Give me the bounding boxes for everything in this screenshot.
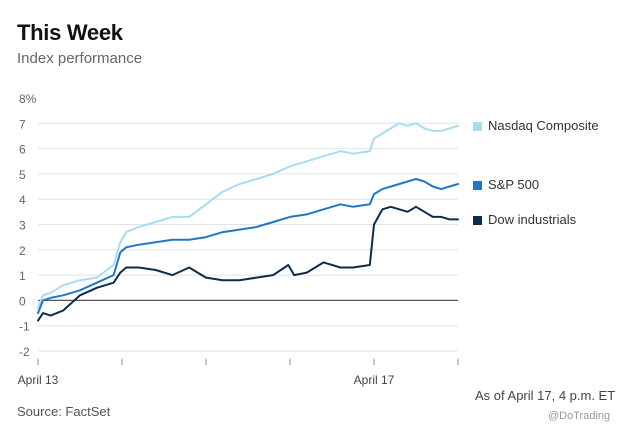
y-tick-label: 4 xyxy=(19,193,26,207)
series-line-nasdaq-composite xyxy=(37,122,459,309)
y-tick-label: 2 xyxy=(19,244,26,258)
legend-label-nasdaq: Nasdaq Composite xyxy=(488,118,599,133)
chart-title: This Week xyxy=(17,20,123,45)
watermark-text: @DoTrading xyxy=(548,410,611,422)
y-tick-label: 7 xyxy=(19,117,26,131)
chart-subtitle: Index performance xyxy=(17,50,143,67)
y-tick-label: -1 xyxy=(19,320,30,334)
legend-label-sp500: S&P 500 xyxy=(488,177,540,192)
y-tick-label: 8% xyxy=(19,92,37,106)
legend-item-nasdaq: Nasdaq Composite xyxy=(473,118,599,133)
y-tick-label: 5 xyxy=(19,168,26,182)
y-tick-label: 1 xyxy=(19,269,26,283)
legend-label-dow: Dow industrials xyxy=(488,212,577,227)
x-tick-label: April 17 xyxy=(354,373,395,387)
series-line-dow-industrials xyxy=(37,205,459,322)
legend-item-dow: Dow industrials xyxy=(473,212,576,227)
legend-swatch-sp500 xyxy=(473,181,482,190)
y-tick-label: 6 xyxy=(19,143,26,157)
y-tick-label: 0 xyxy=(19,294,26,308)
source-note: Source: FactSet xyxy=(17,404,111,419)
series-line-s-p-500 xyxy=(37,178,459,315)
legend-swatch-nasdaq xyxy=(473,122,482,131)
legend-swatch-dow xyxy=(473,216,482,225)
legend-item-sp500: S&P 500 xyxy=(473,177,539,192)
y-tick-label: -2 xyxy=(19,345,30,359)
y-tick-label: 3 xyxy=(19,219,26,233)
x-tick-label: April 13 xyxy=(18,373,59,387)
timestamp-note: As of April 17, 4 p.m. ET xyxy=(475,388,616,403)
